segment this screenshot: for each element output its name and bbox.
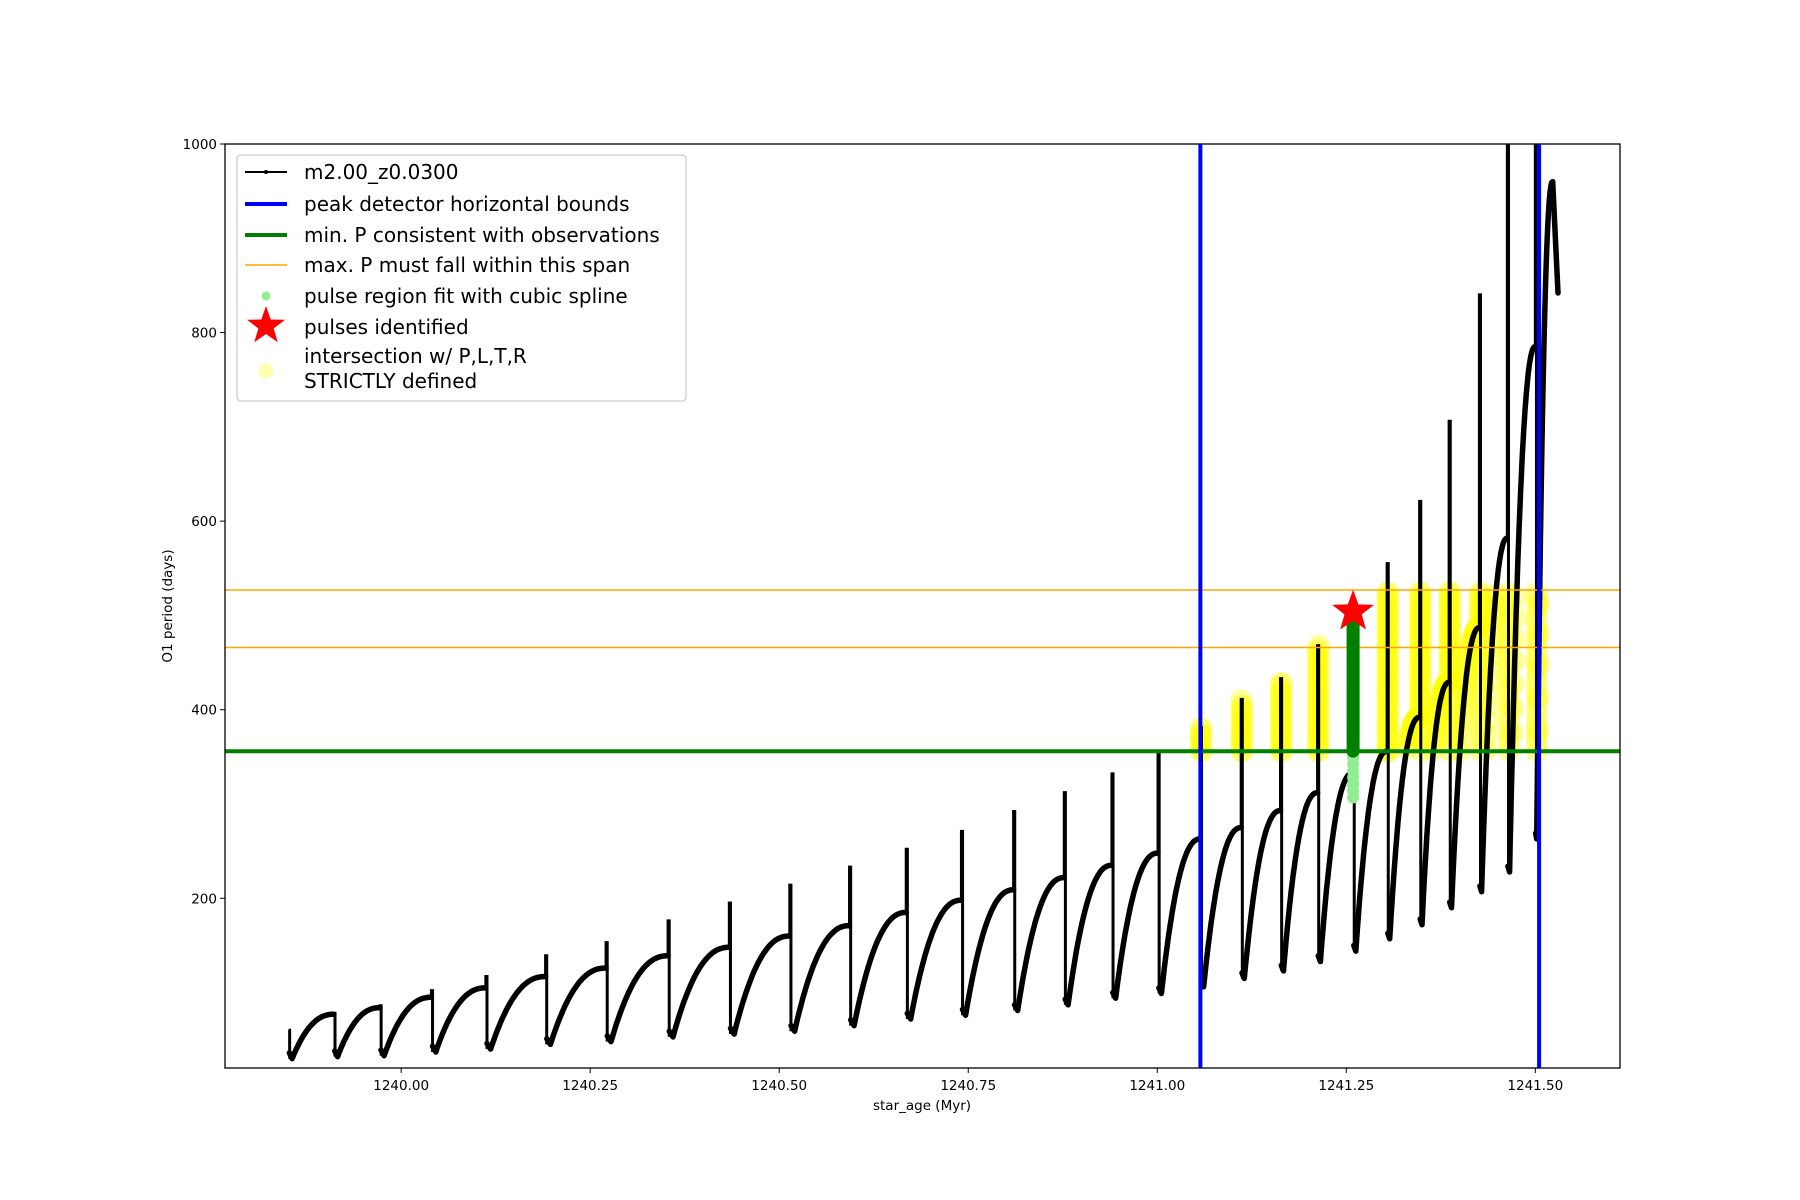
model-curve-segment <box>904 897 965 1022</box>
pulse-spike <box>1533 144 1538 839</box>
pulse-spike <box>1447 419 1452 908</box>
legend-marker-star <box>247 306 285 343</box>
legend-marker-spline <box>261 291 271 301</box>
model-curve-segment <box>1417 679 1452 928</box>
pulse-spike <box>727 901 732 1035</box>
x-tick-label: 1241.25 <box>1318 1078 1374 1094</box>
legend-label-intersection-line2: STRICTLY defined <box>304 369 477 393</box>
x-tick-label: 1240.00 <box>373 1078 429 1094</box>
model-curve-segment <box>1011 874 1068 1014</box>
model-curve-segment <box>788 922 853 1034</box>
legend-box <box>236 154 687 402</box>
legend-label-min-period: min. P consistent with observations <box>304 223 660 247</box>
model-curve-segment <box>1239 807 1284 982</box>
model-curve-segment <box>847 909 909 1029</box>
pulse-identified-star <box>1332 589 1374 630</box>
pulse-spike <box>1279 677 1284 971</box>
plot-area <box>225 144 1620 1068</box>
x-tick-label: 1241.00 <box>1129 1078 1185 1094</box>
model-curve-segment <box>666 944 733 1040</box>
pulse-spike <box>1239 697 1244 979</box>
legend-label-model: m2.00_z0.0300 <box>304 160 459 184</box>
pulse-spike <box>1062 791 1067 1005</box>
pulse-spike <box>1012 810 1017 1011</box>
legend-label-max-period: max. P must fall within this span <box>304 253 630 277</box>
model-curve-segment <box>544 965 609 1048</box>
pulse-spike <box>484 975 489 1050</box>
model-curve-segment <box>1156 836 1204 997</box>
pulse-spike <box>604 941 609 1042</box>
model-curve-segment <box>604 953 671 1045</box>
pulse-spike <box>429 989 435 1052</box>
model-curve-segment <box>286 1011 337 1062</box>
legend-label-intersection-line1: intersection w/ P,L,T,R <box>304 344 527 368</box>
model-curve-segment <box>429 985 489 1055</box>
pulse-spike <box>544 954 549 1045</box>
pulse-spike <box>1156 749 1161 994</box>
model-curve-segment <box>1385 714 1423 942</box>
model-curve-segment <box>727 933 793 1037</box>
x-axis-label: star_age (Myr) <box>873 1098 971 1114</box>
pulse-spike <box>904 847 909 1019</box>
x-axis: 1240.00 1240.25 1240.50 1240.75 1241.00 1241.… <box>373 1068 1563 1094</box>
legend-marker-model <box>264 170 268 174</box>
model-curve-segment <box>332 1004 383 1060</box>
x-tick-label: 1241.50 <box>1507 1078 1563 1094</box>
model-curve-segment <box>1351 748 1390 954</box>
pulse-spike <box>288 1028 292 1059</box>
pulse-spike <box>1418 499 1423 925</box>
x-tick-label: 1240.75 <box>940 1078 996 1094</box>
y-axis: 200 400 600 800 1000 <box>183 137 225 907</box>
pulse-spike <box>848 865 853 1026</box>
model-curve-segment <box>1198 824 1244 990</box>
legend: m2.00_z0.0300 peak detector horizontal b… <box>236 154 687 402</box>
model-curve-segment <box>1446 624 1483 911</box>
pulse-spike <box>666 919 671 1037</box>
legend-label-spline: pulse region fit with cubic spline <box>304 284 628 308</box>
y-tick-label: 1000 <box>183 137 217 153</box>
model-curve-segment <box>1505 343 1539 875</box>
model-curve-segment <box>378 994 435 1059</box>
pulse-spike <box>1477 293 1482 892</box>
legend-label-peak-bounds: peak detector horizontal bounds <box>304 192 630 216</box>
y-tick-label: 200 <box>191 891 217 907</box>
y-tick-label: 800 <box>191 326 217 342</box>
model-curve-segment <box>959 887 1017 1018</box>
pulse-spike <box>1505 144 1510 872</box>
model-curve-segment <box>1110 850 1161 1001</box>
y-tick-label: 400 <box>191 703 217 719</box>
pulse-spike <box>959 829 965 1016</box>
model-curve-tail <box>1549 178 1561 296</box>
axes-frame <box>224 143 1621 1069</box>
x-tick-label: 1240.50 <box>751 1078 807 1094</box>
legend-label-pulses: pulses identified <box>304 315 469 339</box>
pulse-spike <box>788 883 793 1032</box>
x-tick-label: 1240.25 <box>562 1078 618 1094</box>
pulse-spike <box>1110 772 1115 999</box>
y-tick-label: 600 <box>191 514 217 530</box>
model-curve-segment <box>1062 862 1115 1008</box>
legend-marker-intersection <box>258 363 274 379</box>
model-curve-segment <box>1477 535 1511 895</box>
model-curve-segment <box>484 973 549 1052</box>
model-curve-segment <box>1278 789 1321 974</box>
y-axis-label: O1 period (days) <box>160 549 176 662</box>
pulse-spike <box>1316 644 1321 962</box>
